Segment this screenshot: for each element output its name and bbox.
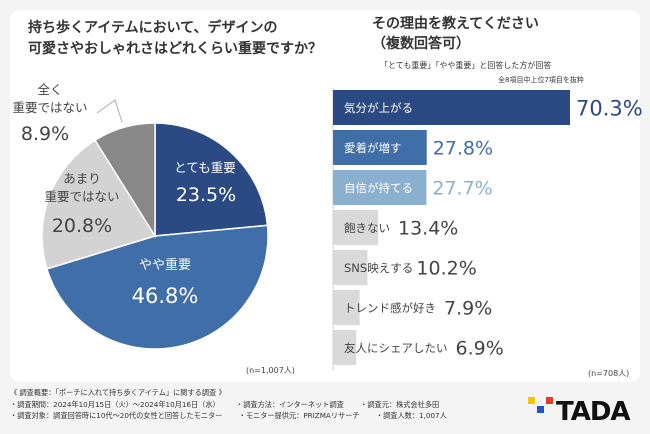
pie-chart-title: 持ち歩くアイテムにおいて、デザインの 可愛さやおしゃれさはどれくらい重要ですか？ (28, 18, 322, 60)
logo-square-yellow (528, 397, 535, 404)
bar-label-5: SNS映えする (344, 261, 413, 275)
pie-label-4-line-2: 重要ではない (12, 100, 87, 115)
tada-logo: TADA (528, 397, 640, 427)
footer-heading: 《 調査概要：「ポーチに入れて持ち歩くアイテム」に関する調査 》 (10, 388, 226, 397)
logo-square-blue (537, 406, 544, 413)
bar-label-1: 気分が上がる (344, 101, 413, 115)
pie-value-3: 20.8% (52, 215, 112, 237)
bar-label-2: 愛着が増す (344, 141, 402, 155)
bar-value-1: 70.3% (576, 97, 643, 121)
pie-value-4: 8.9% (21, 123, 69, 145)
footer-row-3: ・調査対象：調査回答時に10代～20代の女性と回答したモニター ・モニター提供元… (10, 410, 447, 422)
pie-label-3-line-2: 重要ではない (44, 189, 119, 204)
pie-label-2-line-1: やや重要 (139, 257, 191, 273)
pie-label-4-line-1: 全く (37, 82, 62, 97)
footer-count: ・調査人数：1,007人 (375, 411, 447, 420)
bar-5 (333, 250, 368, 285)
pie-label-3-line-1: あまり (63, 171, 101, 186)
footer-row-2: ・調査期間：2024年10月15日（火）～2024年10月16日（水） ・調査方… (10, 399, 447, 411)
logo-wordmark: TADA (556, 397, 631, 427)
pie-leader-line (96, 99, 123, 123)
footer-row-1: 《 調査概要：「ポーチに入れて持ち歩くアイテム」に関する調査 》 (10, 387, 447, 399)
pie-title-line-1: 持ち歩くアイテムにおいて、デザインの (28, 20, 278, 36)
bar-value-7: 6.9% (456, 338, 504, 360)
logo-square-red (546, 397, 553, 404)
bar-value-6: 7.9% (444, 298, 492, 320)
bar-label-7: 友人にシェアしたい (344, 341, 448, 355)
footer-provider: ・モニター提供元：PRIZMAリサーチ (238, 411, 360, 420)
bar-label-6: トレンド感が好き (344, 301, 436, 315)
bar-3 (333, 170, 427, 205)
bar-label-4: 飽きない (344, 221, 390, 235)
bar-value-3: 27.7% (432, 178, 492, 200)
pie-slice-3 (41, 139, 157, 270)
pie-label-1-line-1: とても重要 (174, 160, 236, 175)
pie-sample-size: (n=1,007人) (246, 366, 295, 375)
bar-7 (333, 330, 357, 365)
footer-source: ・調査元：株式会社多田 (360, 399, 440, 409)
pie-slice-4 (94, 122, 156, 239)
bar-value-4: 13.4% (398, 218, 458, 240)
bar-value-2: 27.8% (433, 138, 493, 160)
footer-period: ・調査期間：2024年10月15日（火）～2024年10月16日（水） (10, 399, 220, 409)
bar-title-line-2: （複数回答可） (372, 36, 470, 52)
bar-value-5: 10.2% (416, 258, 476, 280)
bar-chart-subtitle: 「とても重要」「やや重要」と回答した方が回答 (380, 61, 552, 70)
footer-method: ・調査方法：インターネット調査 (236, 399, 344, 409)
footer-target: ・調査対象：調査回答時に10代～20代の女性と回答したモニター (10, 411, 223, 420)
pie-slice-2 (45, 224, 269, 350)
bar-4 (333, 210, 379, 245)
bar-chart-subnote: 全8項目中上位7項目を抜粋 (498, 76, 584, 84)
bar-chart-title: その理由を教えてください （複数回答可） (372, 14, 539, 54)
bar-6 (333, 290, 360, 325)
survey-footer: 《 調査概要：「ポーチに入れて持ち歩くアイテム」に関する調査 》 ・調査期間：2… (10, 387, 447, 422)
pie-title-line-2: 可愛さやおしゃれさはどれくらい重要ですか？ (28, 41, 322, 57)
bar-label-3: 自信が持てる (344, 181, 413, 195)
bar-1 (333, 90, 570, 125)
pie-value-1: 23.5% (176, 184, 236, 206)
bar-sample-size: (n=708人) (588, 369, 630, 378)
pie-value-2: 46.8% (132, 284, 199, 308)
pie-slice-1 (154, 122, 269, 237)
bar-title-line-1: その理由を教えてください (372, 16, 539, 32)
bar-2 (333, 130, 427, 165)
